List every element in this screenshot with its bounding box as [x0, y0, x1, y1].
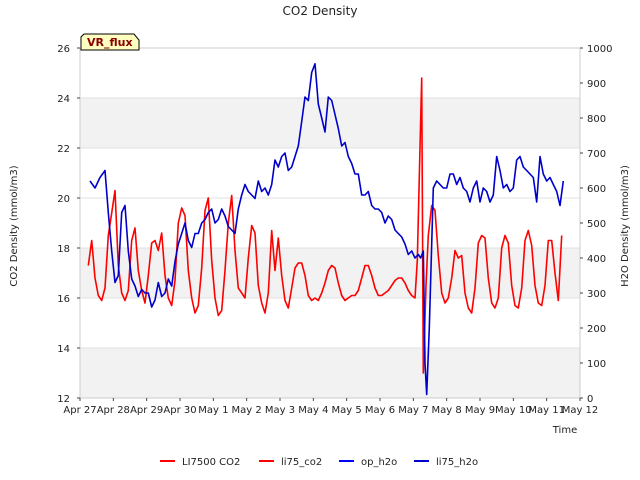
- y-tick-label: 14: [57, 344, 70, 355]
- x-tick-label: Apr 29: [130, 405, 163, 416]
- x-tick-label: May 6: [365, 405, 395, 416]
- legend-label: li75_h2o: [436, 457, 478, 468]
- y-tick-label: 16: [57, 294, 70, 305]
- y-tick-label: 20: [57, 194, 70, 205]
- y-tick-label: 24: [57, 94, 70, 105]
- x-tick-label: May 8: [432, 405, 462, 416]
- y2-tick-label: 600: [587, 184, 606, 195]
- y2-tick-label: 800: [587, 114, 606, 125]
- y-axis-title: CO2 Density (mmol/m3): [9, 165, 20, 286]
- grey-band-0: [80, 348, 580, 398]
- x-tick-label: May 9: [465, 405, 495, 416]
- x-tick-label: May 10: [495, 405, 532, 416]
- x-tick-label: May 4: [298, 405, 328, 416]
- series-line-li75-h2o: [89, 62, 565, 396]
- grey-band-2: [80, 98, 580, 148]
- y2-axis-title: H2O Density (mmol/m3): [620, 165, 631, 287]
- legend: LI7500 CO2 li75_co2 op_h2o li75_h2o: [160, 457, 478, 468]
- legend-label: LI7500 CO2: [182, 457, 240, 468]
- y2-tick-label: 0: [587, 394, 593, 405]
- x-tick-label: May 5: [332, 405, 362, 416]
- chart-title: CO2 Density: [283, 4, 358, 18]
- y2-tick-label: 100: [587, 359, 606, 370]
- badge-box: [80, 33, 140, 51]
- vr-flux-badge: VR_flux: [80, 33, 140, 51]
- y2-tick-label: 1000: [587, 44, 612, 55]
- x-tick-label: May 12: [562, 405, 599, 416]
- grey-band-1: [80, 248, 580, 298]
- x-tick-label: May 3: [265, 405, 295, 416]
- x-axis-title: Time: [552, 425, 577, 436]
- y-tick-label: 22: [57, 144, 70, 155]
- y2-tick-label: 400: [587, 254, 606, 265]
- series-line-li75-co2: [87, 77, 563, 374]
- x-tick-label: May 11: [528, 405, 565, 416]
- y-tick-label: 18: [57, 244, 70, 255]
- series-layer: [87, 62, 565, 396]
- y2-tick-label: 900: [587, 79, 606, 90]
- x-tick-label: Apr 28: [97, 405, 130, 416]
- y2-tick-label: 500: [587, 219, 606, 230]
- x-tick-label: May 2: [232, 405, 262, 416]
- x-tick-label: May 7: [398, 405, 428, 416]
- x-tick-label: May 1: [198, 405, 228, 416]
- y2-tick-label: 700: [587, 149, 606, 160]
- legend-label: li75_co2: [281, 457, 322, 468]
- y-tick-label: 12: [57, 394, 70, 405]
- y-tick-label: 26: [57, 44, 70, 55]
- left-axis-ticks: 12 14 16 18 20 22 24 26: [57, 44, 80, 405]
- legend-label: op_h2o: [361, 457, 397, 468]
- badge-label: VR_flux: [87, 36, 133, 49]
- y2-tick-label: 200: [587, 324, 606, 335]
- y2-tick-label: 300: [587, 289, 606, 300]
- right-axis-ticks: 0 100 200 300 400 500 600 700 800 900 1000: [580, 44, 612, 405]
- x-tick-label: Apr 30: [163, 405, 196, 416]
- x-tick-label: Apr 27: [63, 405, 96, 416]
